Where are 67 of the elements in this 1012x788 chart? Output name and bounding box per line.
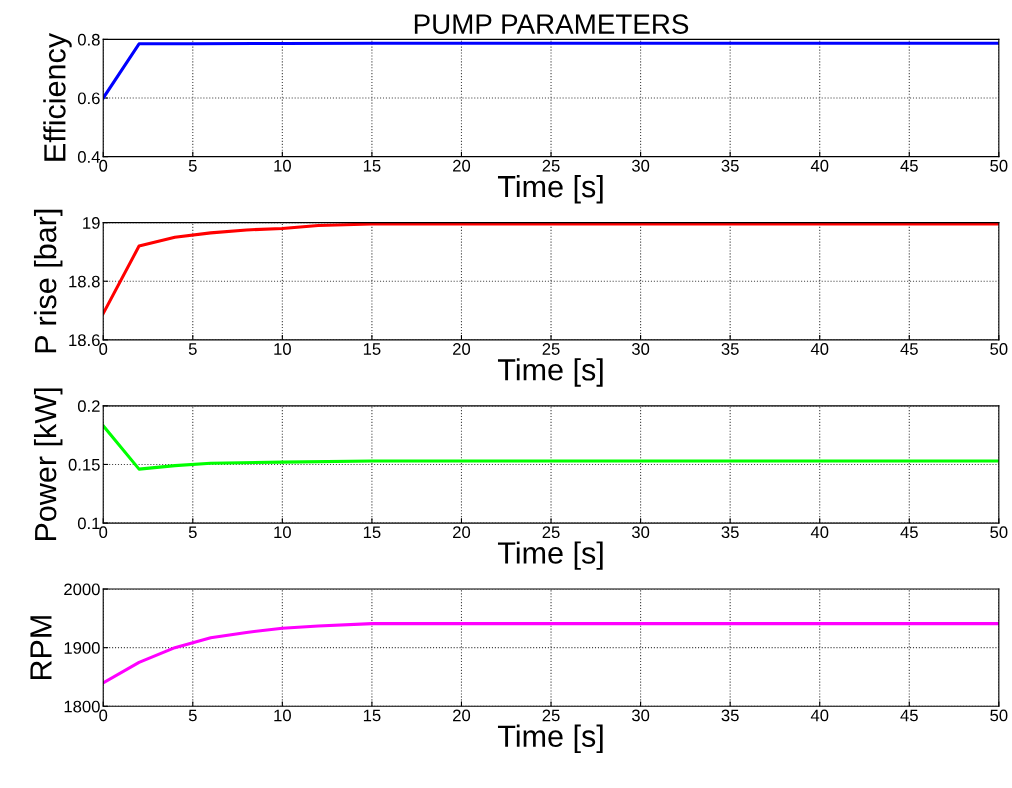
x-tick-label: 45 xyxy=(900,709,918,722)
x-tick-label: 20 xyxy=(453,526,471,539)
x-tick-label: 15 xyxy=(363,526,381,539)
x-tick-label: 15 xyxy=(363,160,381,172)
x-tick-label: 15 xyxy=(363,709,381,722)
x-tick-label: 30 xyxy=(631,343,650,355)
x-tick-label: 30 xyxy=(631,159,650,172)
y-tick-label: 19 xyxy=(83,217,100,229)
x-tick-label: 20 xyxy=(453,343,471,355)
x-tick-label: 40 xyxy=(810,159,829,172)
y-tick-label: 0.4 xyxy=(77,151,100,163)
y-tick-label: 0.1 xyxy=(77,517,100,530)
x-tick-label: 40 xyxy=(810,709,829,722)
x-tick-label: 10 xyxy=(274,159,291,172)
x-tick-label: 45 xyxy=(900,526,918,539)
x-tick-label: 35 xyxy=(721,343,739,355)
x-tick-label: 20 xyxy=(453,159,471,172)
x-tick-label: 5 xyxy=(188,160,197,172)
line-series xyxy=(103,424,999,471)
x-tick-label: 25 xyxy=(542,709,560,722)
line-series xyxy=(103,622,999,685)
x-tick-label: 25 xyxy=(542,343,560,355)
x-axis-title: Time [s] xyxy=(497,174,603,204)
y-tick-label: 2000 xyxy=(64,583,100,596)
y-tick-label: 1800 xyxy=(64,700,100,713)
x-tick-label: 50 xyxy=(990,526,1008,539)
chart-title: PUMP PARAMETERS xyxy=(414,14,689,34)
x-axis-title: Time [s] xyxy=(497,541,603,570)
y-tick-label: 0.2 xyxy=(77,400,100,413)
x-tick-label: 20 xyxy=(453,709,471,722)
x-tick-label: 45 xyxy=(900,160,918,172)
x-tick-label: 35 xyxy=(721,159,739,172)
x-tick-label: 50 xyxy=(990,159,1008,172)
y-axis-title: Power [kW] xyxy=(33,388,63,541)
y-tick-label: 1900 xyxy=(64,642,100,654)
y-axis-title: Efficiency xyxy=(43,32,72,161)
x-tick-label: 35 xyxy=(721,709,739,722)
x-tick-label: 0 xyxy=(99,709,108,722)
x-tick-label: 5 xyxy=(188,343,197,355)
x-tick-label: 25 xyxy=(542,526,560,539)
x-tick-label: 5 xyxy=(188,709,197,722)
x-tick-label: 25 xyxy=(542,159,560,172)
y-tick-label: 0.15 xyxy=(68,458,100,471)
x-tick-label: 40 xyxy=(810,343,829,355)
x-axis-title: Time [s] xyxy=(497,724,603,754)
x-axis-title: Time [s] xyxy=(497,358,603,387)
x-tick-label: 0 xyxy=(99,343,108,355)
y-tick-label: 18.8 xyxy=(69,275,100,288)
y-tick-label: 18.6 xyxy=(69,334,100,347)
x-tick-label: 45 xyxy=(900,343,918,355)
y-axis-title: P rise [bar] xyxy=(33,209,63,353)
y-axis-title: RPM xyxy=(30,616,52,680)
x-tick-label: 15 xyxy=(363,343,381,355)
y-tick-label: 0.8 xyxy=(77,33,100,46)
x-tick-label: 40 xyxy=(810,526,829,539)
x-tick-label: 10 xyxy=(274,343,291,355)
x-tick-label: 10 xyxy=(274,709,291,722)
x-tick-label: 10 xyxy=(274,526,291,539)
x-tick-label: 30 xyxy=(631,709,650,722)
x-tick-label: 30 xyxy=(631,526,650,539)
x-tick-label: 50 xyxy=(990,709,1008,722)
x-tick-label: 0 xyxy=(99,526,108,539)
x-tick-label: 5 xyxy=(188,526,197,539)
x-tick-label: 0 xyxy=(99,159,108,172)
y-tick-label: 0.6 xyxy=(77,92,100,105)
x-tick-label: 35 xyxy=(721,526,739,539)
x-tick-label: 50 xyxy=(990,343,1008,355)
